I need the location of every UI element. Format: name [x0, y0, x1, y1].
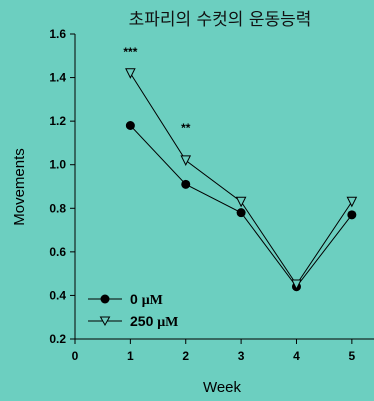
axes: [74, 34, 374, 340]
significance-mark: **: [181, 121, 191, 135]
legend-label-0um-value: 0: [130, 291, 138, 307]
y-tick-label: 0.8: [49, 201, 66, 215]
data-point-series1-3: [291, 279, 302, 291]
series-markers: [125, 68, 358, 292]
series-lines: [129, 72, 353, 288]
x-tick-label: 3: [238, 349, 245, 363]
significance-mark: ***: [123, 45, 137, 59]
y-tick-label: 0.6: [49, 245, 66, 259]
legend-label-250um: 250 μM: [130, 313, 178, 330]
y-tick-label: 1.4: [49, 71, 66, 85]
data-point-series1-2: [235, 196, 247, 208]
legend-label-0um-unit: μM: [142, 293, 163, 308]
significance-annotations: *****: [123, 45, 190, 135]
chart-title: 초파리의 수컷의 운동능력: [129, 10, 312, 30]
data-point-series0-4: [347, 210, 357, 220]
x-tick-label: 5: [349, 349, 356, 363]
data-point-series0-0: [125, 121, 135, 130]
data-point-series1-0: [125, 68, 136, 79]
x-tick-label: 2: [182, 349, 189, 363]
series-line-1: [129, 72, 353, 286]
x-tick-label: 0: [72, 349, 79, 363]
legend-marker-0um: [100, 294, 110, 304]
y-tick-label: 1.2: [49, 114, 66, 128]
y-tick-label: 1.0: [49, 158, 66, 172]
x-axis-label: Week: [203, 379, 242, 396]
y-tick-label: 1.6: [49, 27, 66, 41]
legend: 0 μM 250 μM: [88, 291, 178, 330]
y-tick-label: 0.2: [49, 332, 66, 346]
y-axis-label: Movements: [11, 148, 28, 226]
legend-marker-250um: [99, 316, 111, 327]
x-tick-label: 4: [293, 349, 300, 363]
data-point-series1-1: [180, 155, 192, 166]
data-point-series1-4: [346, 196, 358, 208]
axis-ticks: 0.2 0.4 0.6 0.8 1.0 1.2 1.4 1.6 0 1 2 3 4 5: [49, 27, 355, 363]
legend-label-250um-unit: μM: [157, 315, 178, 330]
x-tick-label: 1: [127, 349, 134, 363]
legend-label-250um-value: 250: [130, 313, 154, 329]
legend-label-0um: 0 μM: [130, 291, 163, 308]
y-tick-label: 0.4: [49, 288, 66, 302]
data-point-series0-2: [236, 208, 246, 218]
data-point-series0-1: [181, 179, 191, 189]
